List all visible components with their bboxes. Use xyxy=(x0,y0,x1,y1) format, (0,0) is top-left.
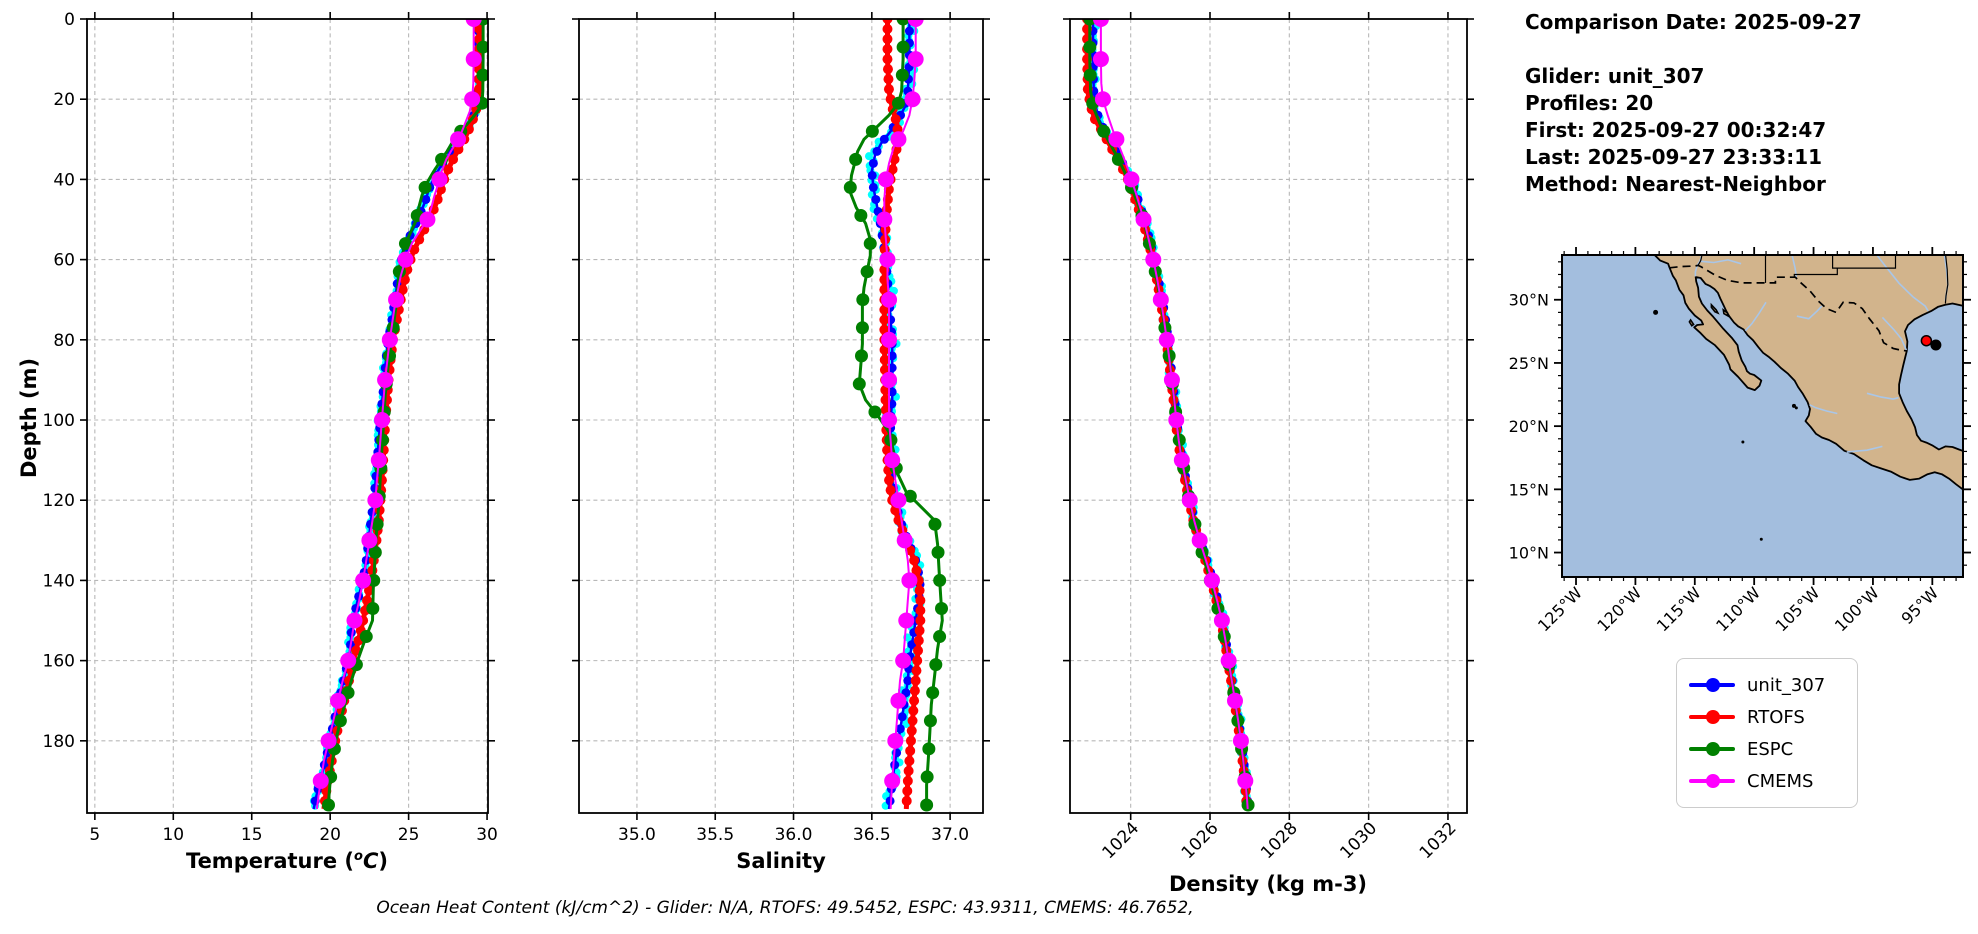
temperature-panel: 5 10 15 20 25 30 0 20 40 60 80 100 120 140 160 180 xyxy=(43,10,498,845)
legend: unit_307 RTOFS ESPC CMEMS xyxy=(1676,658,1858,808)
map-lat-tick-label: 20°N xyxy=(1509,417,1549,436)
x-tick-label: 25 xyxy=(398,825,420,845)
legend-item-unit-307: unit_307 xyxy=(1689,669,1845,701)
map-inset: 30°N 25°N 20°N 15°N 10°N 125°W 120°W 115°W 110°W… xyxy=(1509,247,1971,635)
map-river xyxy=(1866,392,1899,400)
x-tick-label: 10 xyxy=(162,825,184,845)
legend-line-marker-icon xyxy=(1689,742,1735,756)
map-island xyxy=(1759,537,1763,541)
x-tick-label: 20 xyxy=(319,825,341,845)
glider-name-text: Glider: unit_307 xyxy=(1525,64,1705,88)
x-tick-label: 1028 xyxy=(1257,818,1302,863)
x-tick-label: 15 xyxy=(241,825,263,845)
map-marker-glider-location xyxy=(1930,339,1942,351)
density-axis-label: Density (kg m-3) xyxy=(1168,872,1368,896)
map-lon-tick-label: 115°W xyxy=(1653,583,1705,635)
x-tick-label: 1026 xyxy=(1178,818,1223,863)
x-tick-label: 30 xyxy=(476,825,498,845)
y-tick-label: 120 xyxy=(43,491,75,511)
map-lat-tick-label: 10°N xyxy=(1509,544,1549,563)
legend-item-espc: ESPC xyxy=(1689,733,1845,765)
y-tick-label: 180 xyxy=(43,732,75,752)
density-panel: 1024 1026 1028 1030 1032 xyxy=(1063,12,1474,863)
x-tick-label: 36.0 xyxy=(775,825,813,845)
x-tick-label: 37.0 xyxy=(931,825,969,845)
map-state-border xyxy=(1832,255,1897,269)
map-lon-tick-label: 95°W xyxy=(1897,583,1942,628)
map-river xyxy=(1744,301,1767,332)
legend-line-marker-icon xyxy=(1689,678,1735,692)
series-layer xyxy=(843,19,949,812)
map-island xyxy=(1688,318,1695,327)
y-tick-label: 60 xyxy=(53,251,75,271)
y-tick-label: 80 xyxy=(53,331,75,351)
last-time-text: Last: 2025-09-27 23:33:11 xyxy=(1525,145,1823,169)
y-tick-label: 140 xyxy=(43,571,75,591)
series-CMEMS xyxy=(312,19,482,810)
y-tick-label: 100 xyxy=(43,411,75,431)
x-tick-label: 35.0 xyxy=(618,825,656,845)
legend-line-marker-icon xyxy=(1689,774,1735,788)
comparison-date-text: Comparison Date: 2025-09-27 xyxy=(1525,10,1862,34)
method-text: Method: Nearest-Neighbor xyxy=(1525,172,1826,196)
depth-axis-label: Depth (m) xyxy=(17,357,41,479)
series-CMEMS xyxy=(876,19,924,810)
x-tick-label: 5 xyxy=(89,825,100,845)
series-ESPC xyxy=(321,19,488,812)
series-CMEMS xyxy=(1092,19,1254,810)
map-lat-tick-label: 15°N xyxy=(1509,480,1549,499)
legend-item-rtofs: RTOFS xyxy=(1689,701,1845,733)
map-lon-tick-label: 100°W xyxy=(1831,583,1883,635)
temperature-axis-label: Temperature (oC) xyxy=(186,849,388,873)
salinity-panel: 35.0 35.5 36.0 36.5 37.0 xyxy=(572,12,990,845)
map-river xyxy=(1875,255,1929,312)
map-lon-tick-label: 110°W xyxy=(1712,583,1764,635)
x-tick-label: 36.5 xyxy=(853,825,891,845)
y-tick-label: 40 xyxy=(53,170,75,190)
map-landmass xyxy=(1653,255,1963,491)
legend-line-marker-icon xyxy=(1689,710,1735,724)
x-tick-label: 1032 xyxy=(1416,818,1461,863)
map-lon-tick-label: 120°W xyxy=(1593,583,1645,635)
map-island xyxy=(1653,309,1659,315)
series-layer xyxy=(309,19,488,812)
y-tick-label: 20 xyxy=(53,90,75,110)
map-state-border xyxy=(1793,268,1838,278)
map-river xyxy=(1846,445,1883,453)
y-tick-label: 0 xyxy=(64,10,75,30)
map-river xyxy=(1881,316,1908,351)
first-time-text: First: 2025-09-27 00:32:47 xyxy=(1525,118,1827,142)
map-island xyxy=(1741,440,1745,444)
map-river xyxy=(1809,403,1838,415)
map-lat-tick-label: 30°N xyxy=(1509,291,1549,310)
map-island xyxy=(1791,403,1796,408)
map-lon-tick-label: 125°W xyxy=(1534,583,1586,635)
profiles-count-text: Profiles: 20 xyxy=(1525,91,1654,115)
map-island xyxy=(1794,406,1798,410)
map-us-mexico-border xyxy=(1669,264,1907,352)
series-ESPC xyxy=(1083,19,1255,812)
map-river xyxy=(1699,259,1742,265)
map-lat-tick-label: 25°N xyxy=(1509,354,1549,373)
legend-item-cmems: CMEMS xyxy=(1689,765,1845,797)
map-state-border xyxy=(1944,255,1949,304)
map-marker-model-location xyxy=(1920,334,1933,347)
x-tick-label: 35.5 xyxy=(696,825,734,845)
map-island xyxy=(1710,302,1720,315)
map-river xyxy=(1796,305,1823,320)
x-tick-label: 1030 xyxy=(1336,818,1381,863)
map-island xyxy=(1722,308,1730,318)
y-tick-label: 160 xyxy=(43,652,75,672)
salinity-axis-label: Salinity xyxy=(736,849,826,873)
map-lon-tick-label: 105°W xyxy=(1772,583,1824,635)
series-ESPC xyxy=(843,19,949,812)
x-tick-label: 1024 xyxy=(1098,818,1143,863)
series-layer xyxy=(1082,19,1255,812)
ocean-heat-content-caption: Ocean Heat Content (kJ/cm^2) - Glider: N… xyxy=(376,898,1194,918)
